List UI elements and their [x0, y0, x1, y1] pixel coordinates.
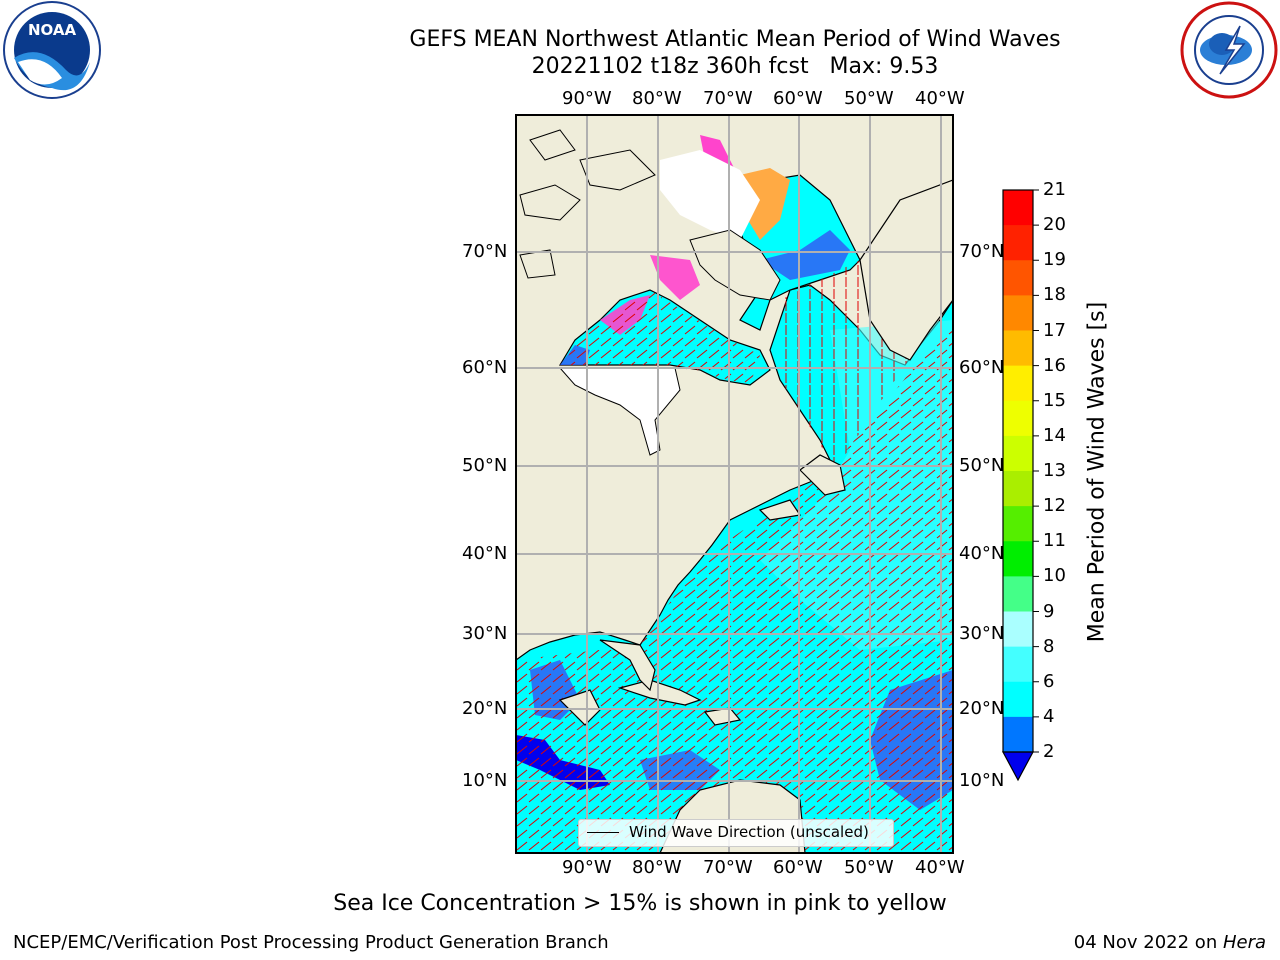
colorbar-segment — [1003, 716, 1033, 753]
lon-label-bottom: 80°W — [632, 857, 682, 878]
colorbar-segment — [1003, 541, 1033, 577]
arctic-ice-area — [660, 150, 760, 240]
sea-ice-hudson-east — [650, 255, 700, 300]
colorbar-tick-label: 15 — [1043, 389, 1066, 411]
colorbar-tick-label: 6 — [1043, 670, 1055, 692]
florida — [599, 639, 656, 692]
arctic-island-3 — [579, 149, 656, 191]
lat-label-left: 30°N — [462, 623, 508, 644]
map-frame — [515, 114, 954, 854]
map-legend: Wind Wave Direction (unscaled) — [578, 819, 894, 847]
colorbar-segment — [1003, 506, 1033, 542]
baffin-bay-edge — [760, 230, 850, 280]
colorbar-tick-label: 14 — [1043, 424, 1066, 446]
colorbar-tick-label: 19 — [1043, 249, 1066, 271]
colorbar-segment — [1003, 646, 1033, 683]
lon-label-top: 70°W — [703, 88, 753, 109]
colorbar-segment — [1003, 471, 1033, 507]
lat-label-left: 60°N — [462, 357, 508, 378]
arctic-island-1 — [529, 129, 576, 161]
colorbar-tick-label: 11 — [1043, 530, 1066, 552]
wind-wave-arrows-hudson — [565, 290, 760, 385]
lon-label-top: 40°W — [915, 88, 965, 109]
noaa-logo: NOAA — [3, 1, 101, 99]
lon-label-top: 60°W — [773, 88, 823, 109]
footer-host: Hera — [1222, 932, 1266, 953]
colorbar-tick-label: 20 — [1043, 214, 1066, 236]
colorbar-segment — [1003, 260, 1033, 296]
lat-label-left: 20°N — [462, 698, 508, 719]
map-gridlines — [516, 115, 953, 853]
colorbar-segment — [1003, 435, 1033, 472]
colorbar-tick-label: 13 — [1043, 460, 1066, 481]
lat-label-right: 10°N — [959, 770, 1005, 791]
sea-ice-note: Sea Ice Concentration > 15% is shown in … — [333, 891, 947, 916]
hudson-land-white — [558, 367, 681, 456]
colorbar-segment — [1003, 190, 1033, 226]
greenland — [859, 179, 953, 361]
colorbar-segment — [1003, 225, 1033, 261]
colorbar-segment — [1003, 400, 1033, 437]
colorbar-label: Mean Period of Wind Waves [s] — [1084, 301, 1110, 643]
lat-label-left: 70°N — [462, 241, 508, 262]
footer-date: 04 Nov 2022 on Hera — [1074, 932, 1266, 953]
lon-label-bottom: 90°W — [562, 857, 612, 878]
colorbar-segment — [1003, 681, 1033, 718]
colorbar-tick-label: 10 — [1043, 565, 1066, 587]
colorbar-tick-label: 18 — [1043, 284, 1066, 306]
colorbar — [1001, 189, 1039, 782]
nws-logo — [1180, 1, 1278, 99]
colorbar-tick-label: 21 — [1043, 179, 1066, 200]
colorbar-tick-label: 2 — [1043, 741, 1055, 762]
lon-label-top: 80°W — [632, 88, 682, 109]
lon-label-bottom: 50°W — [844, 857, 894, 878]
legend-line-icon — [587, 832, 619, 833]
footer-organization: NCEP/EMC/Verification Post Processing Pr… — [13, 932, 609, 953]
map-title: GEFS MEAN Northwest Atlantic Mean Period… — [409, 27, 1061, 52]
colorbar-tick-label: 9 — [1043, 600, 1055, 622]
arctic-island-2 — [519, 184, 581, 221]
colorbar-tick-label: 8 — [1043, 635, 1055, 657]
colorbar-extend-triangle — [1001, 751, 1035, 782]
baffin-island — [689, 229, 781, 301]
lat-label-right: 30°N — [959, 623, 1005, 644]
colorbar-segment — [1003, 330, 1033, 367]
lat-label-left: 50°N — [462, 455, 508, 476]
map-subtitle: 20221102 t18z 360h fcst Max: 9.53 — [531, 54, 939, 79]
sea-ice-baffin-yellow — [740, 168, 790, 240]
lat-label-right: 50°N — [959, 455, 1005, 476]
lon-label-top: 50°W — [844, 88, 894, 109]
colorbar-segment — [1003, 611, 1033, 648]
colorbar-tick-label: 4 — [1043, 705, 1055, 727]
lon-label-bottom: 40°W — [915, 857, 965, 878]
colorbar-segment — [1003, 576, 1033, 612]
lat-label-right: 40°N — [959, 543, 1005, 564]
colorbar-tick-label: 17 — [1043, 319, 1066, 341]
colorbar-tick-label: 12 — [1043, 495, 1066, 517]
colorbar-segment — [1003, 365, 1033, 402]
legend-label: Wind Wave Direction (unscaled) — [629, 823, 869, 841]
colorbar-segment — [1003, 295, 1033, 331]
lon-label-top: 90°W — [562, 88, 612, 109]
lat-label-left: 40°N — [462, 543, 508, 564]
lat-label-right: 60°N — [959, 357, 1005, 378]
lat-label-right: 20°N — [959, 698, 1005, 719]
footer-date-text: 04 Nov 2022 on — [1073, 932, 1223, 953]
noaa-logo-text: NOAA — [28, 21, 77, 39]
lon-label-bottom: 70°W — [703, 857, 753, 878]
lon-label-bottom: 60°W — [773, 857, 823, 878]
lat-label-left: 10°N — [462, 770, 508, 791]
lat-label-right: 70°N — [959, 241, 1005, 262]
colorbar-tick-label: 16 — [1043, 354, 1066, 376]
